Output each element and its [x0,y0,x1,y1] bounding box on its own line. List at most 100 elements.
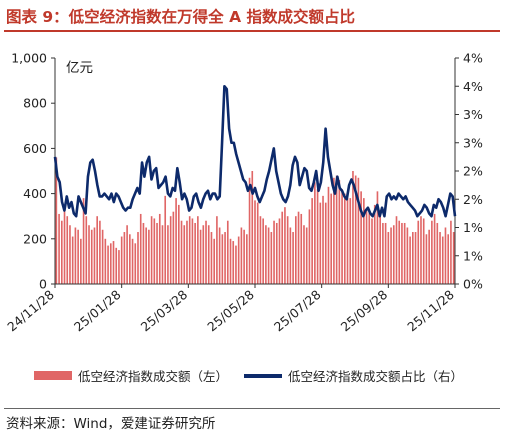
bar [360,191,362,284]
bar [314,182,316,284]
bar [417,220,420,284]
bar [286,216,289,284]
bar [221,234,224,284]
bar [139,213,142,284]
bar [324,202,327,284]
bar [158,213,161,284]
bar [96,216,98,284]
bar [63,209,66,284]
bar [327,186,330,284]
y-left-tick-label: 1,000 [11,51,47,66]
x-tick-label: 25/05/28 [204,287,257,335]
bar [251,171,254,284]
bar [85,216,88,284]
bar [77,229,79,284]
bar [164,195,167,284]
bar [425,234,428,284]
bar [248,177,251,284]
bar [436,222,439,284]
bar [387,232,390,284]
bar [131,238,134,284]
x-tick-label: 25/07/28 [271,287,324,335]
bar [365,209,368,284]
bar [333,177,335,284]
bar [177,204,180,284]
bar [134,243,137,284]
bar [74,227,77,284]
bar [69,225,71,284]
ratio-line [53,84,457,218]
bar [319,202,322,284]
bar [104,238,107,284]
legend-item-line: 低空经济指数成交额占比（右） [244,366,463,385]
bar [398,220,401,284]
bar [368,209,371,284]
bar [126,225,128,284]
bar [101,229,104,284]
bar [60,220,63,284]
bar [267,227,270,284]
bar [273,220,275,284]
bar [172,211,175,284]
bar [352,171,354,284]
bar [270,232,273,284]
bar [156,222,158,284]
bar [292,232,294,284]
bar [118,250,120,284]
bar [289,227,292,284]
legend: 低空经济指数成交额（左） 低空经济指数成交额占比（右） [0,366,508,386]
bar-series [55,157,455,284]
bar [392,225,395,284]
chart-title: 图表 9：低空经济指数在万得全 A 指数成交额占比 [6,8,355,26]
bar [376,191,379,284]
bar [194,222,196,284]
bar [145,227,147,284]
bar [254,200,256,284]
x-tick-label: 25/09/28 [338,287,391,335]
bar [346,198,349,284]
bar [183,225,186,284]
bar [188,216,191,284]
y-left-tick-label: 600 [23,141,47,156]
bar [384,222,387,284]
bar [305,227,308,284]
bar [297,211,300,284]
title-rule [4,30,500,32]
bar [237,236,240,284]
bar [379,216,381,284]
bar [308,209,311,284]
bar [284,207,286,284]
bar [403,222,406,284]
bar [240,227,243,284]
bar [186,220,188,284]
bar [444,227,447,284]
bar [235,245,237,284]
bar [395,216,398,284]
y-left-tick-label: 800 [23,96,47,111]
bar [401,222,403,284]
bar [275,222,278,284]
bar [433,213,436,284]
bar [123,232,126,284]
x-tick-label: 25/03/28 [138,287,191,335]
x-tick-label: 24/11/28 [4,287,57,335]
chart-plot: 0 200 400 600 800 1,000 0% 1% 1% 2% 2% 3% 3% 4% 4% 24/1… [4,51,483,335]
bar [246,234,248,284]
legend-item-bar: 低空经济指数成交额（左） [34,366,228,385]
bar [243,229,245,284]
bar [373,204,376,284]
bar [450,220,452,284]
legend-line-label: 低空经济指数成交额占比（右） [288,369,464,384]
line-series [53,84,457,218]
bar [295,216,297,284]
bar [262,218,264,284]
bar [115,247,118,284]
bar [322,195,324,284]
bar [180,220,183,284]
bar [112,241,115,284]
bar [202,225,205,284]
bar [169,216,172,284]
bar [107,245,109,284]
bar [354,175,357,284]
bar [58,213,60,284]
